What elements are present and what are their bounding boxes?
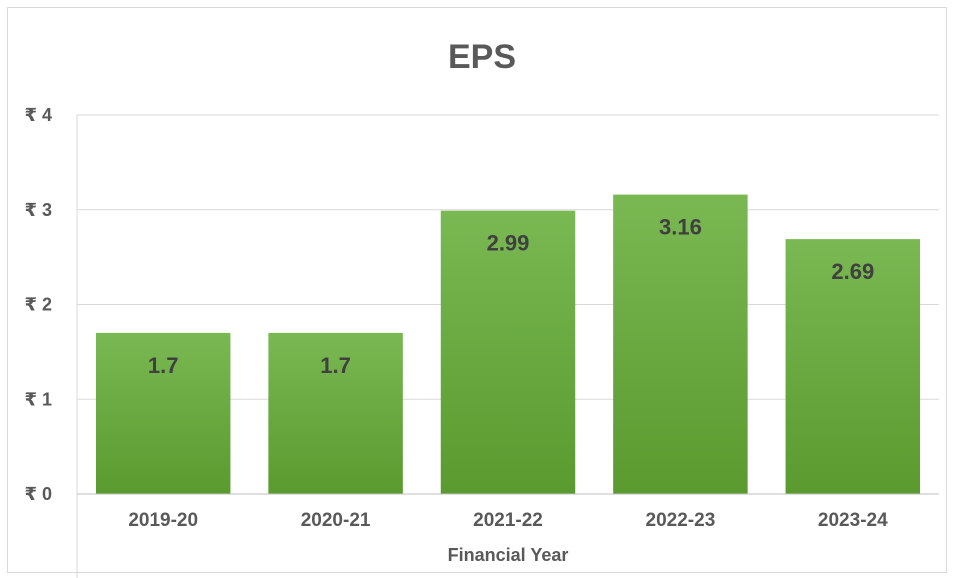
bar-2022-23	[613, 194, 748, 494]
y-tick-label: ₹ 1	[24, 389, 52, 409]
x-axis-title: Financial Year	[448, 545, 569, 565]
y-tick-label: ₹ 0	[24, 484, 52, 504]
y-tick-label: ₹ 2	[24, 295, 52, 315]
data-label: 2.99	[487, 231, 530, 256]
data-label: 1.7	[320, 353, 351, 378]
bars	[95, 194, 921, 494]
bar-2021-22	[440, 210, 576, 494]
x-tick-label: 2020-21	[301, 510, 371, 531]
data-label: 2.69	[831, 259, 874, 284]
y-tick-label: ₹ 3	[24, 200, 52, 220]
bar-2020-21	[268, 332, 403, 494]
axes	[76, 115, 939, 578]
bar-2019-20	[95, 332, 231, 494]
data-label: 1.7	[148, 353, 179, 378]
x-tick-label: 2023-24	[818, 510, 888, 531]
chart-title: EPS	[448, 38, 516, 76]
x-tick-label: 2021-22	[473, 510, 543, 531]
data-label: 3.16	[659, 215, 702, 240]
x-tick-label: 2019-20	[128, 510, 198, 531]
bar-2023-24	[785, 239, 921, 494]
x-tick-label: 2022-23	[646, 510, 716, 531]
y-tick-label: ₹ 4	[24, 105, 52, 125]
labels: ₹ 0 ₹ 1 ₹ 2 ₹ 3 ₹ 4 1.7 2019-20 1.7 2020-21 2.99 2…	[24, 105, 888, 531]
